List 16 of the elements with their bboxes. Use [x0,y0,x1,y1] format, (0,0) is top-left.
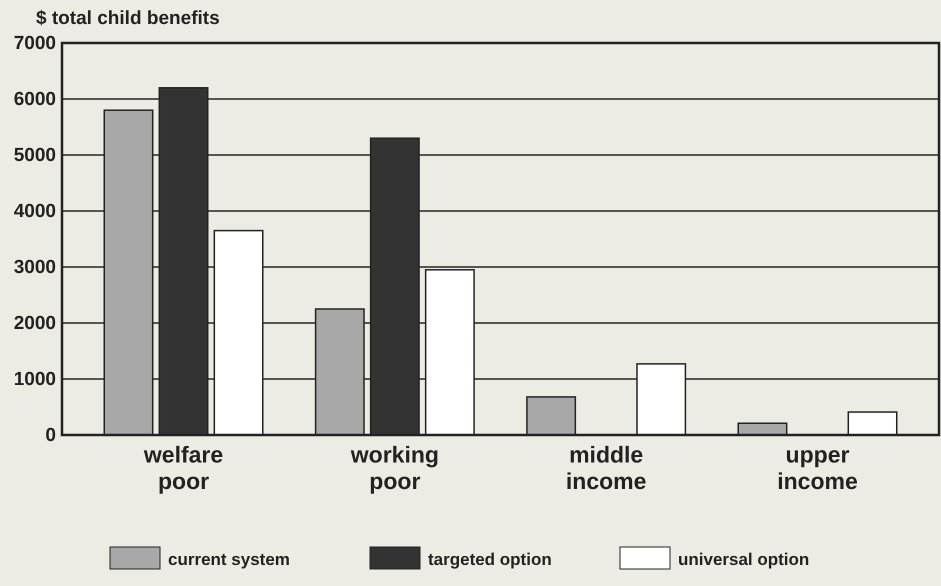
x-tick-label: middle income [566,442,646,494]
y-tick-label: 0 [45,425,56,446]
x-tick-label: upper income [777,442,858,494]
y-tick-label: 5000 [14,145,56,166]
legend-label: targeted option [428,550,552,569]
y-tick-label: 4000 [14,201,56,222]
y-tick-label: 7000 [14,33,56,54]
y-axis-title: $ total child benefits [36,8,220,29]
y-tick-label: 2000 [14,313,56,334]
y-tick-label: 3000 [14,257,56,278]
y-tick-label: 6000 [14,89,56,110]
legend-label: universal option [678,550,810,569]
legend-label: current system [168,550,290,569]
x-tick-label: welfare poor [142,442,224,494]
x-tick-label: working poor [350,442,439,494]
y-tick-label: 1000 [14,369,56,390]
